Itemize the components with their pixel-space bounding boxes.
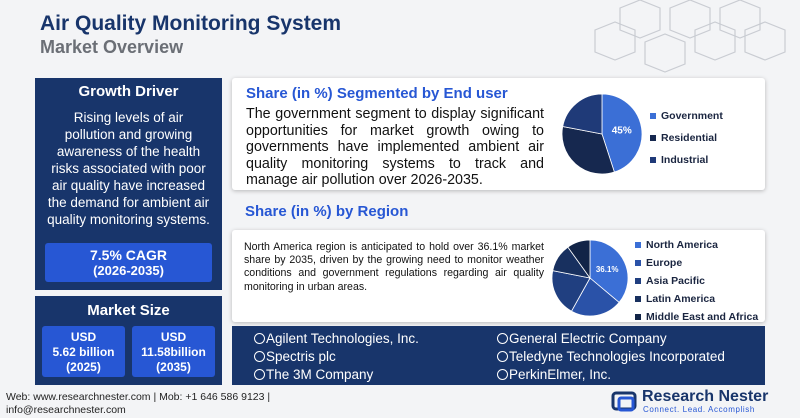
bullet — [497, 350, 508, 362]
legend-label: Latin America — [646, 293, 716, 305]
cagr: 7.5% CAGR — [89, 247, 168, 263]
footer-email: info@researchnester.com — [6, 404, 126, 416]
end-user-text: The government segment to display signif… — [246, 106, 544, 188]
company-name: Agilent Technologies, Inc. — [266, 330, 419, 346]
legend-swatch — [650, 113, 656, 119]
legend-label: Government — [661, 110, 723, 122]
chart-title: Share (in %) by Region — [245, 203, 409, 220]
pie-slice — [561, 126, 615, 175]
cagr-period: (2026-2035) — [93, 263, 164, 278]
end-user-card: Share (in %) Segmented by End user The g… — [232, 78, 765, 190]
legend-entry: Middle East and Africa — [635, 308, 758, 326]
company-name: General Electric Company — [509, 330, 667, 346]
bullet — [497, 368, 508, 380]
legend-swatch — [635, 278, 641, 284]
legend: North America Europe Asia Pacific Latin Ame… — [635, 236, 758, 326]
subtitle: Market Overview — [40, 37, 184, 57]
brand: Research Nester — [642, 388, 769, 405]
legend-label: Europe — [646, 257, 683, 269]
legend-swatch — [635, 260, 641, 266]
company: General Electric Company — [497, 329, 725, 347]
legend-entry: Asia Pacific — [635, 272, 758, 290]
footer-contact: Web: www.researchnester.com | Mob: +1 64… — [6, 391, 271, 403]
decor-hexagons — [594, 0, 786, 73]
amount: 5.62 billion — [52, 345, 115, 359]
growth-title: Growth Driver — [78, 83, 179, 100]
market-size-title: Market Size — [87, 302, 170, 319]
legend-swatch — [635, 314, 641, 320]
market-size-box: USD 5.62 billion (2025) — [42, 326, 125, 377]
pie-slice — [570, 277, 620, 317]
chart-title: Share (in %) Segmented by End user — [246, 85, 508, 102]
legend-swatch — [635, 242, 641, 248]
company-name: Spectris plc — [266, 348, 336, 364]
value-label: 36.1% — [596, 265, 619, 274]
pie-chart: 45% — [561, 93, 643, 175]
legend-swatch — [635, 296, 641, 302]
company-name: PerkinElmer, Inc. — [509, 366, 612, 382]
pie-slice — [562, 93, 603, 135]
companies-column: General Electric Company Teledyne Technol… — [497, 329, 725, 383]
bullet — [497, 332, 508, 344]
bullet — [254, 350, 265, 362]
company: The 3M Company — [254, 365, 419, 383]
amount: 11.58billion — [141, 345, 206, 359]
year: (2025) — [66, 360, 101, 374]
pie-slice — [551, 270, 591, 312]
cagr-box: 7.5% CAGR (2026-2035) — [45, 243, 212, 282]
legend-entry: Europe — [635, 254, 758, 272]
legend-entry: Latin America — [635, 290, 758, 308]
market-size-panel: Market Size USD 5.62 billion (2025) USD … — [35, 296, 222, 385]
legend-entry: North America — [635, 236, 758, 254]
legend-swatch — [650, 157, 656, 163]
bullet — [254, 368, 265, 380]
currency: USD — [160, 330, 187, 344]
legend-entry: Industrial — [650, 149, 723, 171]
growth-text: Rising levels of air pollution and growi… — [47, 110, 210, 227]
company-name: Teledyne Technologies Incorporated — [509, 348, 725, 364]
legend-label: Middle East and Africa — [646, 311, 759, 323]
currency: USD — [70, 330, 97, 344]
pie-slice — [601, 93, 643, 173]
pie-chart: 36.1% — [551, 239, 629, 317]
legend-swatch — [650, 135, 656, 141]
company: Spectris plc — [254, 347, 419, 365]
region-card: North America region is anticipated to h… — [232, 230, 765, 323]
legend-label: Residential — [661, 132, 718, 144]
legend-label: Asia Pacific — [646, 275, 705, 287]
title: Air Quality Monitoring System — [40, 12, 342, 35]
pie-slice — [589, 239, 629, 303]
legend: Government Residential Industrial — [650, 105, 723, 171]
pie-slice — [567, 239, 591, 280]
tagline: Connect. Lead. Accomplish — [643, 405, 755, 414]
legend-label: Industrial — [661, 154, 709, 166]
legend-entry: Government — [650, 105, 723, 127]
company: Teledyne Technologies Incorporated — [497, 347, 725, 365]
companies-column: Agilent Technologies, Inc. Spectris plc Th… — [254, 329, 419, 383]
company-name: The 3M Company — [266, 366, 374, 382]
company: Agilent Technologies, Inc. — [254, 329, 419, 347]
legend-label: North America — [646, 239, 718, 251]
region-text: North America region is anticipated to h… — [244, 241, 544, 293]
value-label: 45% — [612, 126, 632, 137]
legend-entry: Residential — [650, 127, 723, 149]
logo-icon — [611, 391, 637, 412]
company: PerkinElmer, Inc. — [497, 365, 725, 383]
bullet — [254, 332, 265, 344]
market-size-box: USD 11.58billion (2035) — [132, 326, 215, 377]
growth-panel: Growth Driver Rising levels of air pollu… — [35, 78, 222, 290]
year: (2035) — [156, 360, 191, 374]
companies-panel: Agilent Technologies, Inc. Spectris plc Th… — [232, 326, 765, 385]
